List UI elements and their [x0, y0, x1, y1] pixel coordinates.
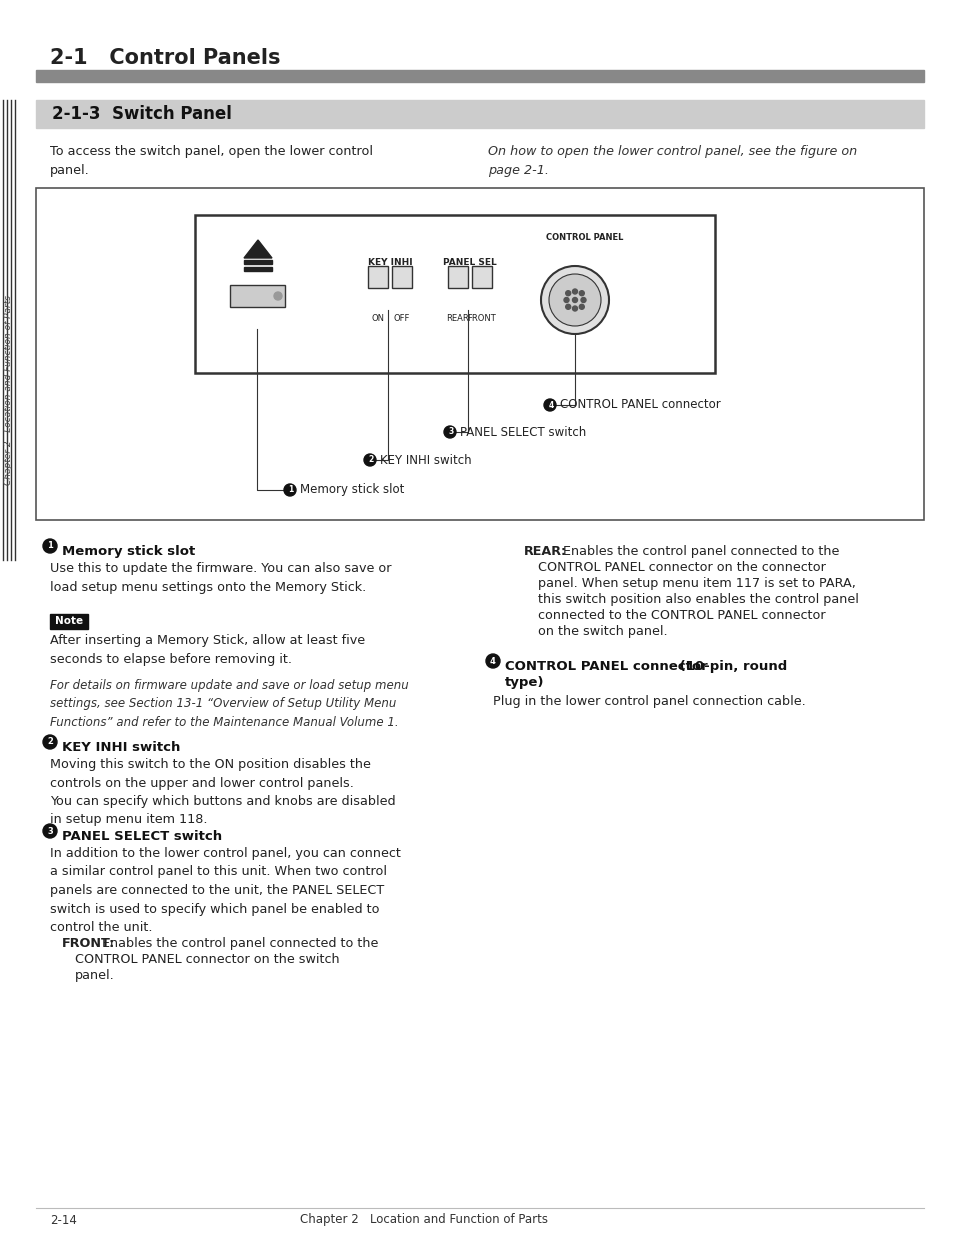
Text: 1: 1	[288, 485, 294, 495]
Text: Memory stick slot: Memory stick slot	[62, 545, 195, 559]
Bar	[36, 100, 923, 128]
Text: Note: Note	[55, 617, 83, 627]
Circle shape	[43, 824, 57, 838]
Text: CONTROL PANEL connector on the connector: CONTROL PANEL connector on the connector	[537, 561, 825, 573]
Text: Moving this switch to the ON position disables the
controls on the upper and low: Moving this switch to the ON position di…	[50, 758, 395, 826]
Text: Enables the control panel connected to the: Enables the control panel connected to t…	[98, 937, 378, 950]
Text: on the switch panel.: on the switch panel.	[537, 624, 667, 638]
Circle shape	[578, 291, 583, 296]
Bar	[36, 70, 923, 82]
Circle shape	[43, 539, 57, 554]
Text: type): type)	[504, 675, 544, 689]
Text: Memory stick slot: Memory stick slot	[299, 484, 404, 496]
Circle shape	[563, 297, 568, 302]
Circle shape	[284, 484, 295, 496]
Text: KEY INHI: KEY INHI	[367, 258, 412, 267]
Text: 4: 4	[548, 401, 553, 409]
Bar	[448, 266, 468, 289]
Text: In addition to the lower control panel, you can connect
a similar control panel : In addition to the lower control panel, …	[50, 847, 400, 934]
Circle shape	[274, 292, 282, 300]
Text: CONTROL PANEL: CONTROL PANEL	[546, 233, 623, 243]
Text: To access the switch panel, open the lower control
panel.: To access the switch panel, open the low…	[50, 146, 373, 177]
Circle shape	[364, 454, 375, 466]
Text: 3: 3	[47, 826, 52, 836]
Text: 2: 2	[47, 738, 52, 746]
Text: FRONT: FRONT	[467, 313, 496, 323]
Text: FRONT:: FRONT:	[62, 937, 115, 950]
Text: panel. When setup menu item 117 is set to PARA,: panel. When setup menu item 117 is set t…	[537, 577, 855, 590]
Text: PANEL SELECT switch: PANEL SELECT switch	[62, 830, 222, 843]
Text: For details on firmware update and save or load setup menu
settings, see Section: For details on firmware update and save …	[50, 679, 408, 729]
Text: REAR: REAR	[446, 313, 469, 323]
Text: panel.: panel.	[75, 969, 114, 982]
Bar	[392, 266, 412, 289]
Bar	[244, 260, 272, 264]
Bar	[368, 266, 388, 289]
Text: connected to the CONTROL PANEL connector: connected to the CONTROL PANEL connector	[537, 610, 824, 622]
Text: Plug in the lower control panel connection cable.: Plug in the lower control panel connecti…	[493, 695, 805, 708]
Text: After inserting a Memory Stick, allow at least five
seconds to elapse before rem: After inserting a Memory Stick, allow at…	[50, 634, 365, 666]
Text: this switch position also enables the control panel: this switch position also enables the co…	[537, 593, 858, 606]
Text: PANEL SEL: PANEL SEL	[442, 258, 497, 267]
Bar	[36, 188, 923, 520]
Text: 2: 2	[368, 455, 374, 464]
Text: CONTROL PANEL connector: CONTROL PANEL connector	[559, 398, 720, 412]
Circle shape	[572, 306, 577, 311]
Circle shape	[572, 289, 577, 294]
Text: 4: 4	[490, 657, 496, 666]
Bar	[472, 266, 492, 289]
Bar	[230, 285, 285, 307]
Text: CONTROL PANEL connector: CONTROL PANEL connector	[504, 661, 707, 673]
Text: Chapter 2   Location and Function of Parts: Chapter 2 Location and Function of Parts	[299, 1213, 547, 1227]
Circle shape	[572, 297, 577, 302]
Circle shape	[543, 399, 556, 411]
Circle shape	[540, 266, 608, 333]
Text: Enables the control panel connected to the: Enables the control panel connected to t…	[558, 545, 839, 559]
Text: KEY INHI switch: KEY INHI switch	[62, 741, 180, 754]
Bar	[244, 267, 272, 271]
Text: KEY INHI switch: KEY INHI switch	[379, 454, 471, 466]
Bar	[50, 615, 88, 629]
Circle shape	[565, 305, 570, 310]
Text: 1: 1	[47, 541, 52, 551]
Bar	[194, 215, 714, 373]
Text: 2-1-3  Switch Panel: 2-1-3 Switch Panel	[52, 104, 232, 123]
Text: (10-pin, round: (10-pin, round	[675, 661, 786, 673]
Text: 2-14: 2-14	[50, 1213, 77, 1227]
Circle shape	[565, 291, 570, 296]
Text: Chapter 2   Location and Function of Parts: Chapter 2 Location and Function of Parts	[5, 295, 13, 485]
Text: CONTROL PANEL connector on the switch: CONTROL PANEL connector on the switch	[75, 953, 339, 967]
Circle shape	[43, 735, 57, 749]
Text: OFF: OFF	[394, 313, 410, 323]
Circle shape	[443, 425, 456, 438]
Text: REAR:: REAR:	[523, 545, 566, 559]
Text: On how to open the lower control panel, see the figure on
page 2-1.: On how to open the lower control panel, …	[488, 146, 857, 177]
Circle shape	[578, 305, 583, 310]
Text: 2-1   Control Panels: 2-1 Control Panels	[50, 49, 280, 68]
Text: ON: ON	[371, 313, 384, 323]
Circle shape	[485, 654, 499, 668]
Text: Use this to update the firmware. You can also save or
load setup menu settings o: Use this to update the firmware. You can…	[50, 562, 391, 593]
Text: 3: 3	[448, 428, 453, 437]
Circle shape	[580, 297, 585, 302]
Polygon shape	[244, 240, 272, 258]
Circle shape	[548, 274, 600, 326]
Text: PANEL SELECT switch: PANEL SELECT switch	[459, 425, 586, 438]
